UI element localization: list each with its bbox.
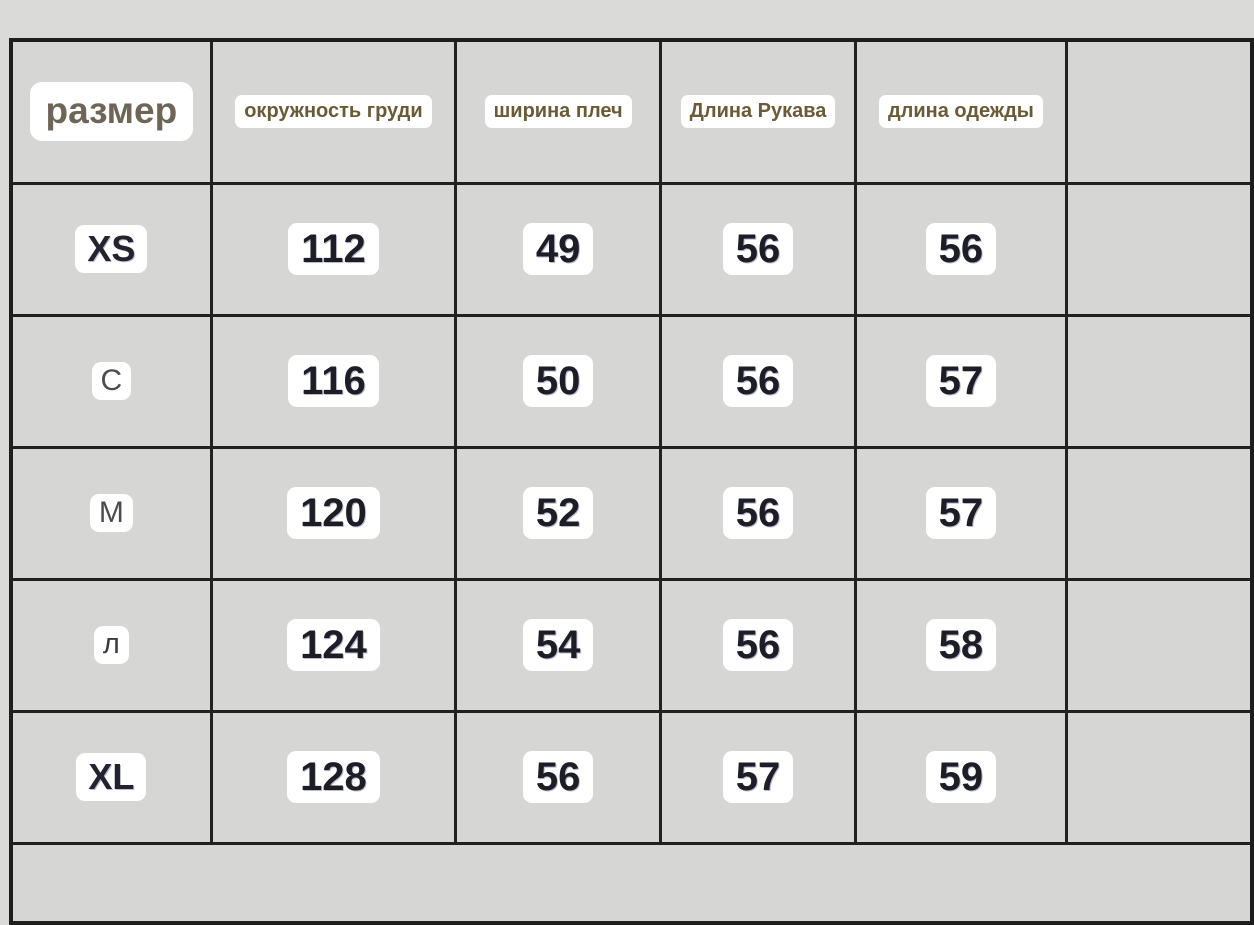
- size-value: л: [93, 626, 129, 664]
- length-cell: 56: [853, 181, 1068, 317]
- shoulder-value: 52: [522, 487, 594, 539]
- header-chest-label: окружность груди: [235, 95, 432, 129]
- sleeve-cell: 56: [659, 181, 857, 317]
- chest-value: 120: [287, 487, 380, 539]
- length-value: 59: [925, 751, 997, 803]
- sleeve-value: 56: [722, 223, 794, 275]
- sleeve-value: 56: [722, 487, 794, 539]
- table-row-m: M 120 52 56 57: [9, 445, 1254, 581]
- chest-value: 116: [288, 355, 379, 407]
- merged-bottom-cell: [9, 841, 1254, 923]
- chest-cell: 116: [209, 313, 458, 449]
- shoulder-cell: 56: [454, 709, 663, 845]
- cutoff-cell: [1064, 181, 1254, 317]
- chest-cell: 124: [209, 577, 458, 713]
- length-value: 58: [925, 619, 997, 671]
- chest-value: 128: [287, 751, 380, 803]
- sleeve-cell: 56: [659, 445, 857, 581]
- header-length: длина одежды: [853, 38, 1068, 185]
- cutoff-cell: [1064, 445, 1254, 581]
- shoulder-value: 54: [522, 619, 594, 671]
- sleeve-cell: 56: [659, 577, 857, 713]
- length-cell: 57: [853, 445, 1068, 581]
- cutoff-cell: [1064, 577, 1254, 713]
- header-sleeve: Длина Рукава: [659, 38, 857, 185]
- sleeve-cell: 57: [659, 709, 857, 845]
- header-shoulder: ширина плеч: [454, 38, 663, 185]
- cutoff-cell: [1064, 709, 1254, 845]
- length-cell: 58: [853, 577, 1068, 713]
- chest-value: 124: [287, 619, 380, 671]
- length-cell: 57: [853, 313, 1068, 449]
- size-cell: л: [9, 577, 213, 713]
- size-cell: XL: [9, 709, 213, 845]
- header-sleeve-label: Длина Рукава: [680, 95, 836, 129]
- table-row-xl: XL 128 56 57 59: [9, 709, 1254, 845]
- table-row-partial-bottom: [9, 841, 1254, 923]
- shoulder-value: 50: [522, 355, 594, 407]
- size-cell: XS: [9, 181, 213, 317]
- shoulder-cell: 54: [454, 577, 663, 713]
- chest-cell: 128: [209, 709, 458, 845]
- sleeve-value: 56: [722, 355, 794, 407]
- size-chart-page: { "chart_data": { "type": "table", "titl…: [9, 38, 1254, 925]
- chest-cell: 112: [209, 181, 458, 317]
- size-chart-table: размер окружность груди ширина плеч Длин…: [9, 38, 1254, 925]
- header-size: размер: [9, 38, 213, 185]
- sleeve-cell: 56: [659, 313, 857, 449]
- size-value: M: [89, 493, 133, 533]
- header-size-label: размер: [29, 82, 194, 142]
- chest-cell: 120: [209, 445, 458, 581]
- length-value: 57: [925, 487, 997, 539]
- shoulder-value: 49: [522, 223, 594, 275]
- length-value: 57: [925, 355, 997, 407]
- size-value: XL: [76, 753, 147, 801]
- header-length-label: длина одежды: [878, 95, 1043, 129]
- table-row-xs: XS 112 49 56 56: [9, 181, 1254, 317]
- shoulder-cell: 49: [454, 181, 663, 317]
- header-chest: окружность груди: [209, 38, 458, 185]
- shoulder-value: 56: [522, 751, 594, 803]
- sleeve-value: 56: [722, 619, 794, 671]
- size-cell: M: [9, 445, 213, 581]
- size-cell: C: [9, 313, 213, 449]
- shoulder-cell: 50: [454, 313, 663, 449]
- length-cell: 59: [853, 709, 1068, 845]
- header-cutoff-column: [1064, 38, 1254, 185]
- header-shoulder-label: ширина плеч: [484, 95, 632, 129]
- table-row-s: C 116 50 56 57: [9, 313, 1254, 449]
- cutoff-cell: [1064, 313, 1254, 449]
- table-header-row: размер окружность груди ширина плеч Длин…: [9, 38, 1254, 185]
- size-value: XS: [75, 225, 148, 273]
- shoulder-cell: 52: [454, 445, 663, 581]
- length-value: 56: [925, 223, 997, 275]
- table-row-l: л 124 54 56 58: [9, 577, 1254, 713]
- sleeve-value: 57: [722, 751, 794, 803]
- size-value: C: [91, 361, 132, 401]
- chest-value: 112: [288, 223, 379, 275]
